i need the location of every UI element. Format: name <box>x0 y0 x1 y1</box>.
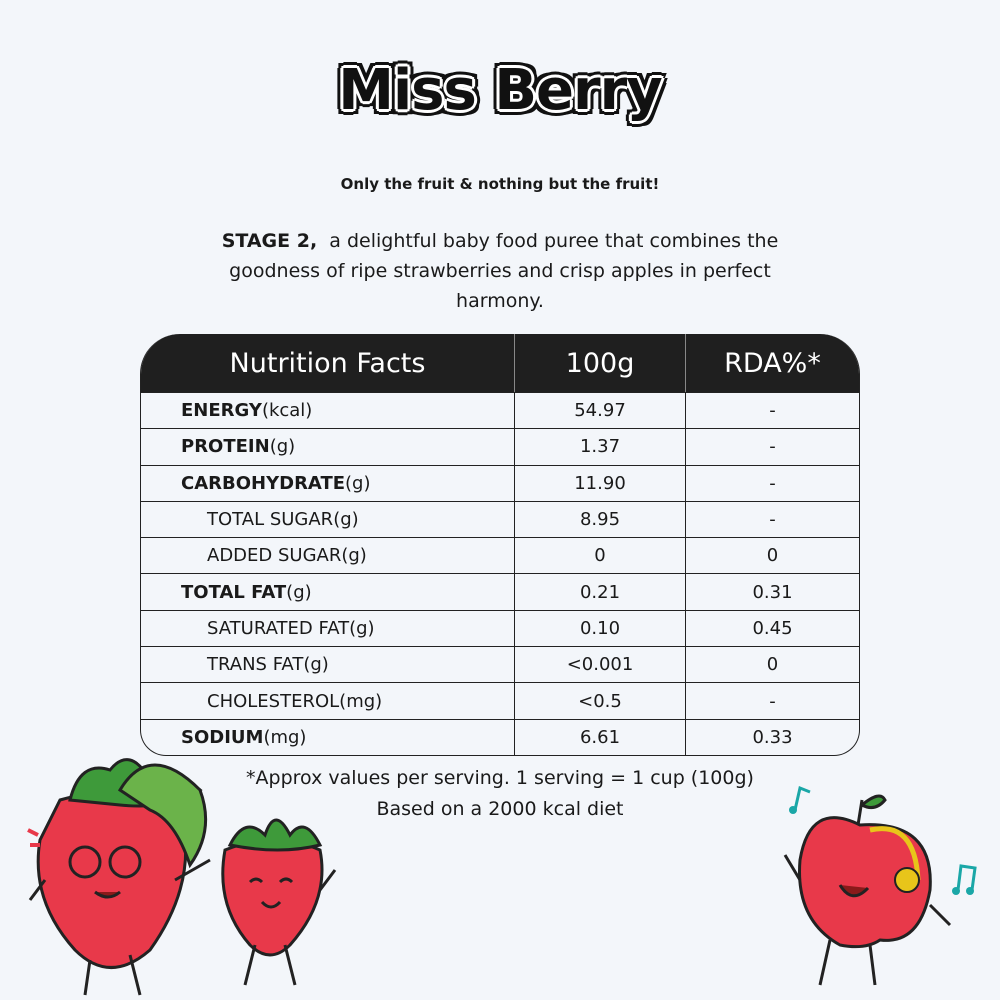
nutrient-unit: (g) <box>345 472 371 494</box>
brand-title: Miss Berry <box>338 58 662 123</box>
strawberry-boy <box>221 818 337 986</box>
value-cell: 6.61 <box>514 719 685 755</box>
row: SODIUM (mg) 6.61 0.33 <box>141 718 859 755</box>
sub-row: SATURATED FAT (g) 0.10 0.45 <box>141 609 859 647</box>
value-cell: 0 <box>514 538 685 574</box>
value-cell: 54.97 <box>514 393 685 429</box>
nutrient-cell: TRANS FAT (g) <box>141 647 514 682</box>
value-cell: 11.90 <box>514 465 685 501</box>
nutrient-name: TRANS FAT <box>207 654 304 676</box>
nutrient-unit: (kcal) <box>261 400 313 422</box>
footnotes: *Approx values per serving. 1 serving = … <box>0 763 1000 825</box>
nutrient-name: TOTAL FAT <box>181 581 287 603</box>
row: ENERGY (kcal) 54.97- <box>141 392 859 429</box>
sub-row: TOTAL SUGAR (g) 8.95- <box>141 500 859 538</box>
table-header: Nutrition Facts 100g RDA%* <box>141 334 859 392</box>
nutrient-name: TOTAL SUGAR <box>207 509 334 531</box>
rda-cell: 0.31 <box>685 574 859 610</box>
nutrient-name: ENERGY <box>181 400 262 422</box>
rda-cell: - <box>685 465 859 501</box>
nutrient-cell: ENERGY (kcal) <box>141 393 514 428</box>
nutrient-unit: (g) <box>341 545 367 567</box>
intro: STAGE 2, a delightful baby food puree th… <box>215 226 785 316</box>
value-cell: 0.21 <box>514 574 685 610</box>
nutrient-name: ADDED SUGAR <box>207 545 342 567</box>
nutrient-name: SODIUM <box>181 726 264 748</box>
nutrient-cell: CARBOHYDRATE (g) <box>141 466 514 501</box>
stage: STAGE 2, <box>221 230 318 252</box>
value-cell: 8.95 <box>514 501 685 538</box>
nutrient-name: SATURATED FAT <box>207 617 350 639</box>
sub-row: CHOLESTEROL (mg) <0.5- <box>141 682 859 719</box>
column-header: RDA%* <box>685 334 859 392</box>
column-header: Nutrition Facts <box>229 347 426 379</box>
rda-cell: 0 <box>685 538 859 574</box>
tagline: Only the fruit & nothing but the fruit! <box>340 175 660 193</box>
value-cell: <0.5 <box>514 683 685 719</box>
nutrient-cell: SATURATED FAT (g) <box>141 611 514 646</box>
rda-cell: - <box>685 429 859 465</box>
rda-cell: - <box>685 683 859 719</box>
sub-row: ADDED SUGAR (g) 0 0 <box>141 537 859 574</box>
footnote: Based on a 2000 kcal diet <box>376 798 624 820</box>
nutrient-cell: TOTAL SUGAR (g) <box>141 502 514 537</box>
nutrient-unit: (g) <box>286 581 312 603</box>
value-cell: <0.001 <box>514 647 685 683</box>
sub-row: TRANS FAT (g) <0.001 0 <box>141 646 859 683</box>
value-cell: 0.10 <box>514 610 685 647</box>
nutrient-name: CARBOHYDRATE <box>181 472 346 494</box>
rda-cell: 0.45 <box>685 610 859 647</box>
row: CARBOHYDRATE (g) 11.90- <box>141 464 859 501</box>
nutrient-name: PROTEIN <box>181 436 270 458</box>
intro-text: a delightful baby food puree that combin… <box>229 230 779 312</box>
nutrient-cell: SODIUM (mg) <box>141 720 514 755</box>
nutrient-unit: (g) <box>333 509 359 531</box>
rda-cell: 0 <box>685 647 859 683</box>
nutrition-table: Nutrition Facts 100g RDA%* ENERGY (kcal)… <box>140 334 860 756</box>
nutrient-unit: (g) <box>269 436 296 458</box>
nutrient-unit: (g) <box>349 617 375 639</box>
nutrient-unit: (mg) <box>263 726 307 748</box>
footnote: *Approx values per serving. 1 serving = … <box>246 767 754 789</box>
row: TOTAL FAT (g) 0.21 0.31 <box>141 573 859 610</box>
rda-cell: 0.33 <box>685 719 859 755</box>
value-cell: 1.37 <box>514 429 685 465</box>
nutrient-cell: ADDED SUGAR (g) <box>141 538 514 573</box>
row: PROTEIN (g) 1.37- <box>141 428 859 465</box>
nutrient-name: CHOLESTEROL <box>207 690 340 712</box>
rda-cell: - <box>685 501 859 538</box>
column-header: 100g <box>514 334 685 392</box>
nutrient-cell: TOTAL FAT (g) <box>141 574 514 609</box>
nutrient-cell: CHOLESTEROL (mg) <box>141 683 514 718</box>
nutrient-cell: PROTEIN (g) <box>141 429 514 464</box>
rda-cell: - <box>685 393 859 429</box>
nutrient-unit: (mg) <box>339 690 383 712</box>
nutrient-unit: (g) <box>303 654 329 676</box>
